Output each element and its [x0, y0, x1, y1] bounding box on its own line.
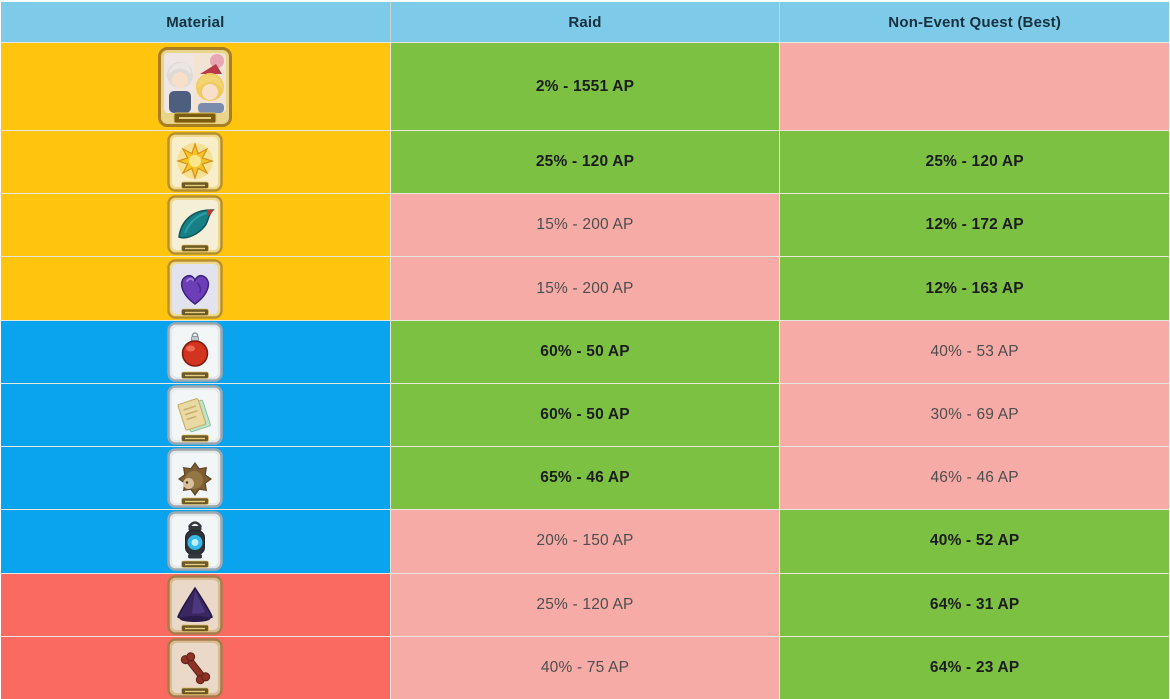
- non-event-quest-cell: 40% - 53 AP: [779, 320, 1169, 383]
- table-row: 15% - 200 AP 12% - 172 AP: [1, 193, 1169, 257]
- non-event-quest-cell: 64% - 31 AP: [779, 573, 1169, 636]
- non-event-quest-cell: 40% - 52 AP: [779, 510, 1169, 573]
- material-cell: [1, 320, 390, 383]
- craft-essence-card-icon[interactable]: [158, 46, 233, 127]
- manta-fin-item-icon[interactable]: [167, 195, 224, 256]
- table-row: 2% - 1551 AP: [1, 42, 1169, 130]
- table-row: 25% - 120 AP 25% - 120 AP: [1, 130, 1169, 194]
- column-header-material: Material: [166, 13, 225, 31]
- raid-cell: 15% - 200 AP: [389, 194, 780, 257]
- header-row: Material Raid Non-Event Quest (Best): [1, 2, 1169, 42]
- non-event-quest-cell: 25% - 120 AP: [779, 131, 1169, 194]
- purple-heart-item-icon[interactable]: [167, 258, 224, 319]
- material-cell: [1, 194, 390, 257]
- material-cell: [1, 447, 390, 510]
- raid-cell: 60% - 50 AP: [389, 383, 780, 447]
- material-cell: [1, 573, 390, 636]
- raid-cell: 2% - 1551 AP: [389, 43, 780, 130]
- material-cell: [1, 510, 390, 573]
- material-cell: [1, 131, 390, 194]
- table-row: 60% - 50 AP 30% - 69 AP: [1, 382, 1169, 447]
- spell-pages-item-icon[interactable]: [167, 385, 224, 445]
- table-row: 25% - 120 AP 64% - 31 AP: [1, 572, 1169, 636]
- table-row: 40% - 75 AP 64% - 23 AP: [1, 635, 1169, 699]
- non-event-quest-cell: 30% - 69 AP: [779, 383, 1169, 447]
- raid-cell: 40% - 75 AP: [389, 636, 780, 699]
- raid-cell: 15% - 200 AP: [389, 257, 780, 320]
- material-cell: [1, 257, 390, 320]
- raid-cell: 65% - 46 AP: [389, 447, 780, 510]
- non-event-quest-cell: 12% - 172 AP: [779, 194, 1169, 257]
- non-event-quest-cell: [779, 43, 1169, 130]
- table-row: 65% - 46 AP 46% - 46 AP: [1, 446, 1169, 510]
- raid-cell: 25% - 120 AP: [389, 131, 780, 194]
- non-event-quest-cell: 12% - 163 AP: [779, 257, 1169, 320]
- material-cell: [1, 383, 390, 447]
- non-event-quest-cell: 46% - 46 AP: [779, 447, 1169, 510]
- red-orb-item-icon[interactable]: [167, 322, 224, 382]
- raid-cell: 60% - 50 AP: [389, 320, 780, 383]
- table-row: 15% - 200 AP 12% - 163 AP: [1, 256, 1169, 320]
- material-cell: [1, 43, 390, 130]
- lantern-item-icon[interactable]: [167, 511, 224, 572]
- column-header-non-event: Non-Event Quest (Best): [779, 2, 1169, 42]
- material-cell: [1, 636, 390, 699]
- column-header-raid: Raid: [389, 2, 780, 42]
- raid-cell: 20% - 150 AP: [389, 510, 780, 573]
- table-row: 20% - 150 AP 40% - 52 AP: [1, 509, 1169, 573]
- raid-cell: 25% - 120 AP: [389, 573, 780, 636]
- hedgehog-item-icon[interactable]: [167, 448, 224, 508]
- purple-dust-item-icon[interactable]: [167, 574, 224, 635]
- table-row: 60% - 50 AP 40% - 53 AP: [1, 319, 1169, 383]
- sun-burst-item-icon[interactable]: [167, 132, 224, 192]
- bone-item-icon[interactable]: [167, 638, 224, 698]
- non-event-quest-cell: 64% - 23 AP: [779, 636, 1169, 699]
